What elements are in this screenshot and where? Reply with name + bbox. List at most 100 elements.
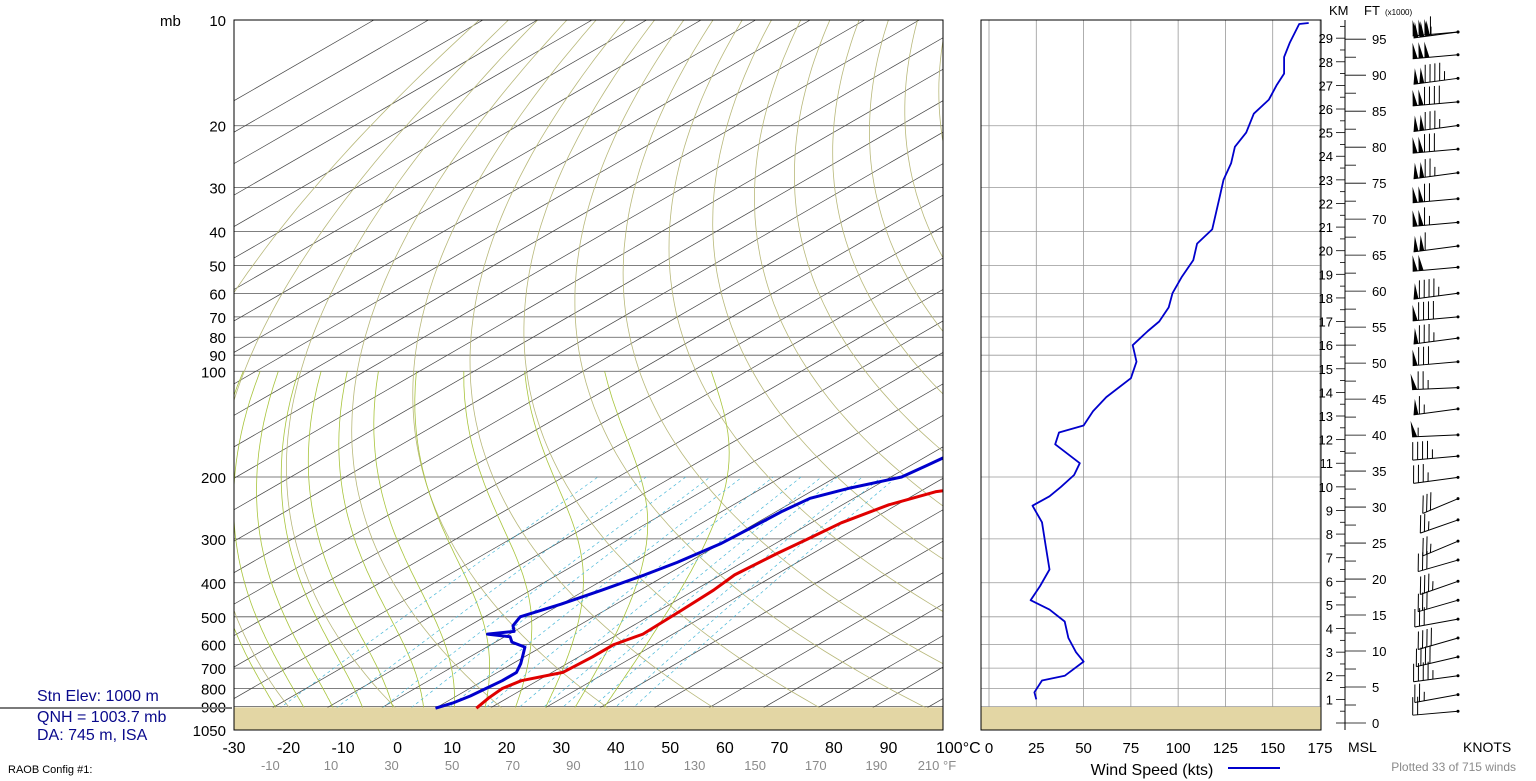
wind-tick-label: 25 [1028,740,1045,757]
mixing-ratio-line [458,476,774,730]
mixing-ratio-line [517,476,822,730]
celsius-tick-label: 100°C [936,740,981,757]
dry-adiabat [712,20,943,560]
km-tick-label: 4 [1326,622,1333,637]
isotherm-line [724,603,943,730]
isotherm-line [288,352,943,730]
wind-barb-23 [1412,207,1460,227]
wind-barb-10 [1419,513,1460,534]
skew-t-ground-layer [234,707,943,730]
wind-barb-2 [1413,661,1460,683]
isotherm-line [234,257,943,668]
km-tick-label: 19 [1319,267,1333,282]
fahrenheit-tick-label: 10 [324,758,338,773]
km-tick-label: 8 [1326,527,1333,542]
isotherm-line [342,383,943,730]
barb-pennant [1424,18,1430,35]
barb-dot [1456,709,1460,713]
barb-pennant [1413,398,1419,415]
ft-tick-label: 30 [1372,500,1386,515]
wind-ground-layer [981,707,1321,730]
isotherm-line [561,509,943,730]
km-tick-label: 22 [1319,196,1333,211]
isotherm-line [234,20,538,196]
barb-dot [1456,558,1460,562]
barb-pennant [1413,328,1419,345]
barb-pennant [1424,41,1430,58]
mixing-ratio-line [492,476,802,730]
isotherm-line [397,414,943,730]
dry-adiabat [754,20,943,507]
barb-pennant [1410,420,1418,437]
barb-dot [1456,336,1460,340]
km-unit-label: KM [1329,3,1349,18]
km-tick-label: 29 [1319,31,1333,46]
barb-dot [1456,291,1460,295]
barb-staff [1413,337,1459,345]
barb-staff [1413,408,1459,416]
barb-pennant [1412,137,1418,154]
isotherm-line [234,20,702,290]
barb-staff [1414,694,1459,704]
wind-barb-27 [1413,110,1460,132]
isotherm-line [234,20,484,165]
celsius-tick-labels: -30 -20 -10 0 10 20 30 40 50 60 70 80 90 100°C [222,740,980,757]
pressure-tick-label: 300 [201,532,226,549]
barb-dot [1456,315,1460,319]
ft-tick-label: 0 [1372,716,1379,731]
km-tick-label: 24 [1319,149,1333,164]
isotherm-line [234,20,811,353]
barb-dot [1456,655,1460,659]
msl-label: MSL [1348,739,1377,755]
fahrenheit-tick-label: 110 [624,758,645,773]
barb-dot [1456,171,1460,175]
isotherm-line [234,20,920,416]
wind-barb-19 [1412,300,1460,322]
ft-tick-label: 40 [1372,428,1386,443]
barb-pennant [1413,162,1419,179]
barb-staff [1412,710,1459,716]
celsius-tick-label: 60 [716,740,734,757]
barb-staff [1418,637,1459,650]
moist-adiabat [524,371,584,730]
barb-pennant [1418,42,1424,59]
wind-barb-0 [1412,696,1460,716]
barb-staff [1420,519,1459,534]
km-tick-label: 5 [1326,598,1333,613]
mixing-ratio-line [383,476,711,730]
fahrenheit-tick-label: 190 [865,758,887,773]
wind-speed-panel: 0 25 50 75 100 125 150 175 Wind Speed (kts) [980,19,1333,779]
barb-dot [1456,454,1460,458]
wind-barb-9 [1422,536,1460,557]
barb-pennant [1412,210,1418,227]
wind-barb-22 [1413,232,1460,253]
ft-tick-label: 60 [1372,284,1386,299]
dry-adiabat [904,20,943,259]
profile-line-1 [435,456,943,710]
km-tick-label: 17 [1319,315,1333,330]
isotherm-line [234,131,943,542]
dry-adiabat [523,20,862,730]
km-tick-label: 18 [1319,291,1333,306]
barb-pennant [1413,283,1419,300]
dry-adiabat [351,20,568,730]
fahrenheit-tick-label: 50 [445,758,459,773]
celsius-tick-label: -20 [277,740,300,757]
station-qnh: QNH = 1003.7 mb [37,709,167,726]
barb-pennant [1412,89,1418,106]
isotherm-line [234,226,943,637]
dry-adiabat [412,20,641,730]
isotherm-line [833,666,943,730]
wind-tick-label: 150 [1260,740,1285,757]
barb-staff [1414,618,1459,628]
moist-adiabat [307,371,398,730]
ground-fill [234,707,943,730]
ft-tick-label: 85 [1372,104,1386,119]
isotherm-line [615,540,943,730]
barb-pennant [1410,373,1418,390]
wind-tick-label: 100 [1166,740,1191,757]
dry-adiabat [668,20,943,612]
barb-dot [1456,386,1460,390]
